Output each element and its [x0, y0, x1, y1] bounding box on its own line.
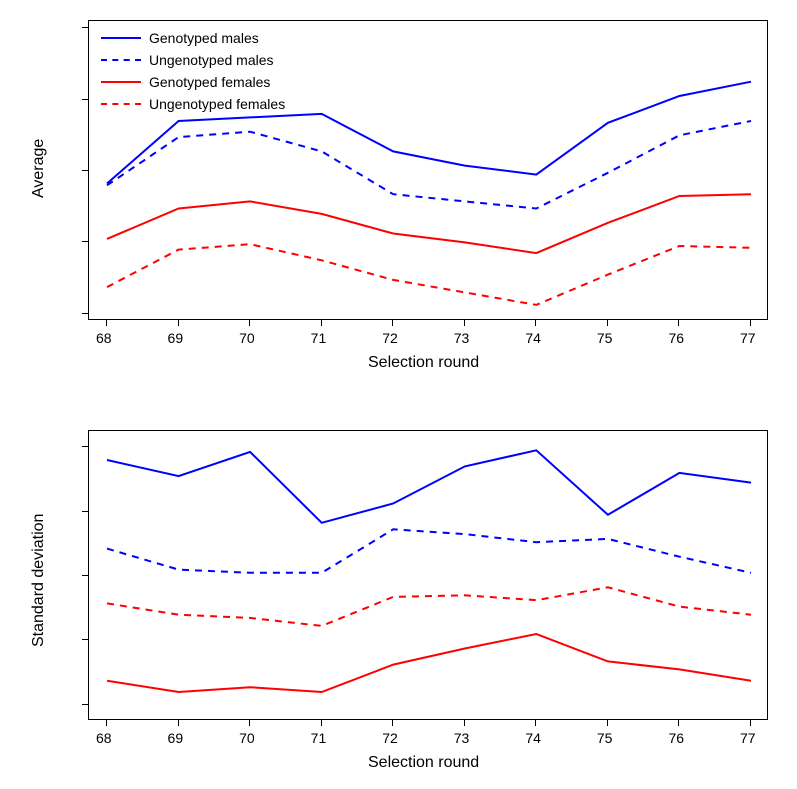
x-axis-label-average: Selection round: [368, 354, 479, 372]
x-tick-mark: [321, 720, 322, 726]
x-tick-label: 74: [525, 330, 541, 346]
x-tick-label: 76: [668, 330, 684, 346]
x-tick-label: 75: [597, 730, 613, 746]
x-tick-label: 68: [96, 730, 112, 746]
legend-swatch: [101, 81, 141, 83]
series-gen_male: [107, 450, 751, 523]
legend-row-ungen_male: Ungenotyped males: [101, 49, 285, 71]
x-tick-mark: [106, 320, 107, 326]
x-tick-label: 72: [382, 730, 398, 746]
x-tick-label: 69: [168, 730, 184, 746]
x-tick-label: 70: [239, 330, 255, 346]
series-ungen_female: [107, 244, 751, 305]
x-tick-mark: [750, 320, 751, 326]
x-tick-mark: [607, 320, 608, 326]
x-tick-label: 71: [311, 330, 327, 346]
series-ungen_female: [107, 587, 751, 626]
x-tick-label: 68: [96, 330, 112, 346]
series-ungen_male: [107, 529, 751, 573]
x-tick-mark: [178, 320, 179, 326]
x-axis-label-sd: Selection round: [368, 754, 479, 772]
x-tick-label: 70: [239, 730, 255, 746]
y-axis-label-average: Average: [30, 139, 48, 198]
y-tick-mark: [82, 170, 88, 171]
x-tick-label: 72: [382, 330, 398, 346]
x-tick-label: 76: [668, 730, 684, 746]
x-tick-mark: [678, 720, 679, 726]
x-tick-mark: [464, 720, 465, 726]
legend-row-ungen_female: Ungenotyped females: [101, 93, 285, 115]
series-ungen_male: [107, 121, 751, 209]
x-tick-mark: [321, 320, 322, 326]
y-axis-label-sd: Standard deviation: [30, 514, 48, 647]
x-tick-mark: [392, 720, 393, 726]
legend-label: Ungenotyped males: [149, 52, 274, 68]
plot-area-average: Genotyped males Ungenotyped males Genotype…: [88, 20, 768, 320]
x-tick-label: 77: [740, 730, 756, 746]
legend: Genotyped males Ungenotyped males Genotype…: [101, 27, 285, 115]
x-tick-mark: [106, 720, 107, 726]
legend-swatch: [101, 59, 141, 61]
legend-label: Ungenotyped females: [149, 96, 285, 112]
legend-label: Genotyped males: [149, 30, 259, 46]
y-tick-mark: [82, 241, 88, 242]
lines-svg-sd: [89, 431, 769, 721]
y-tick-mark: [82, 99, 88, 100]
x-tick-mark: [178, 720, 179, 726]
x-tick-mark: [464, 320, 465, 326]
figure-root: Genotyped males Ungenotyped males Genotype…: [0, 0, 797, 789]
x-tick-mark: [535, 720, 536, 726]
x-tick-label: 71: [311, 730, 327, 746]
legend-row-gen_female: Genotyped females: [101, 71, 285, 93]
y-tick-mark: [82, 511, 88, 512]
x-tick-label: 69: [168, 330, 184, 346]
x-tick-mark: [392, 320, 393, 326]
plot-area-sd: [88, 430, 768, 720]
series-gen_female: [107, 634, 751, 692]
y-tick-mark: [82, 27, 88, 28]
x-tick-mark: [535, 320, 536, 326]
y-tick-mark: [82, 704, 88, 705]
x-tick-label: 75: [597, 330, 613, 346]
legend-swatch: [101, 37, 141, 39]
x-tick-mark: [249, 720, 250, 726]
x-tick-mark: [678, 320, 679, 326]
x-tick-mark: [750, 720, 751, 726]
legend-label: Genotyped females: [149, 74, 270, 90]
x-tick-label: 73: [454, 730, 470, 746]
x-tick-mark: [249, 320, 250, 326]
y-tick-mark: [82, 575, 88, 576]
y-tick-mark: [82, 313, 88, 314]
y-tick-mark: [82, 446, 88, 447]
x-tick-mark: [607, 720, 608, 726]
x-tick-label: 74: [525, 730, 541, 746]
y-tick-mark: [82, 639, 88, 640]
x-tick-label: 73: [454, 330, 470, 346]
x-tick-label: 77: [740, 330, 756, 346]
legend-swatch: [101, 103, 141, 105]
series-gen_female: [107, 194, 751, 253]
legend-row-gen_male: Genotyped males: [101, 27, 285, 49]
